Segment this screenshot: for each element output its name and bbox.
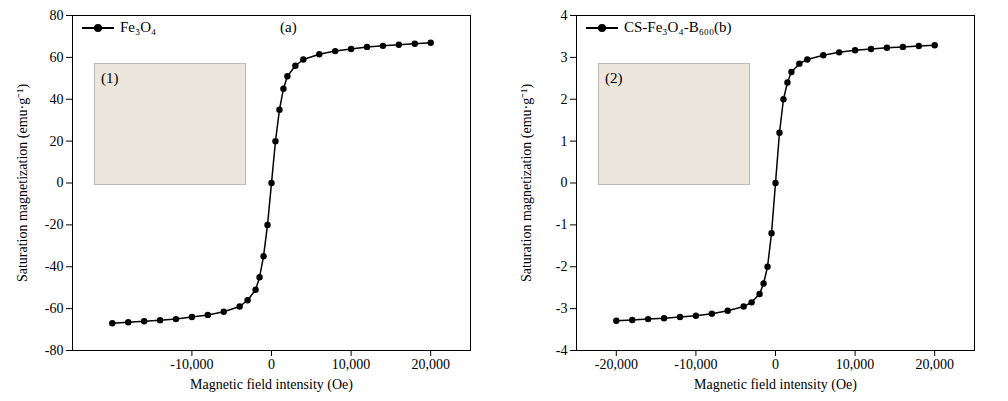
svg-text:20,000: 20,000: [915, 357, 954, 372]
svg-text:-4: -4: [556, 343, 568, 358]
svg-text:0: 0: [561, 175, 568, 190]
svg-text:-20,000: -20,000: [595, 357, 638, 372]
html-text:Fe₃O₄: Fe₃O₄: [120, 19, 157, 35]
svg-text:20: 20: [50, 134, 64, 149]
svg-text:-10,000: -10,000: [674, 357, 717, 372]
svg-text:4: 4: [561, 8, 568, 23]
svg-text:80: 80: [50, 8, 64, 23]
svg-text:-10,000: -10,000: [170, 357, 213, 372]
svg-text:1: 1: [561, 134, 568, 149]
svg-text:Saturation magnetization (emu·: Saturation magnetization (emu·g⁻¹): [519, 84, 535, 282]
svg-text:-40: -40: [45, 259, 64, 274]
svg-text:Magnetic field intensity (Oe): Magnetic field intensity (Oe): [190, 377, 353, 393]
svg-text:60: 60: [50, 50, 64, 65]
svg-text:Magnetic field intensity (Oe): Magnetic field intensity (Oe): [694, 377, 857, 393]
html-text:(1): (1): [101, 70, 119, 86]
svg-text:Saturation magnetization (emu·: Saturation magnetization (emu·g⁻¹): [15, 84, 31, 282]
svg-text:-80: -80: [45, 343, 64, 358]
svg-text:10,000: 10,000: [332, 357, 371, 372]
svg-text:-20: -20: [45, 217, 64, 232]
html-text:(2): (2): [605, 70, 623, 86]
svg-text:-60: -60: [45, 301, 64, 316]
svg-text:20,000: 20,000: [411, 357, 450, 372]
svg-text:0: 0: [268, 357, 275, 372]
html-text:(a): (a): [280, 19, 297, 35]
svg-text:40: 40: [50, 92, 64, 107]
svg-text:0: 0: [772, 357, 779, 372]
svg-text:3: 3: [561, 50, 568, 65]
svg-text:2: 2: [561, 92, 568, 107]
svg-text:-3: -3: [556, 301, 568, 316]
html-text:CS-Fe₃O₄-B₆₀₀ (b): CS-Fe₃O₄-B₆₀₀ (b): [624, 19, 732, 35]
svg-text:10,000: 10,000: [836, 357, 875, 372]
svg-text:-1: -1: [556, 217, 568, 232]
svg-text:-2: -2: [556, 259, 568, 274]
svg-text:0: 0: [57, 175, 64, 190]
